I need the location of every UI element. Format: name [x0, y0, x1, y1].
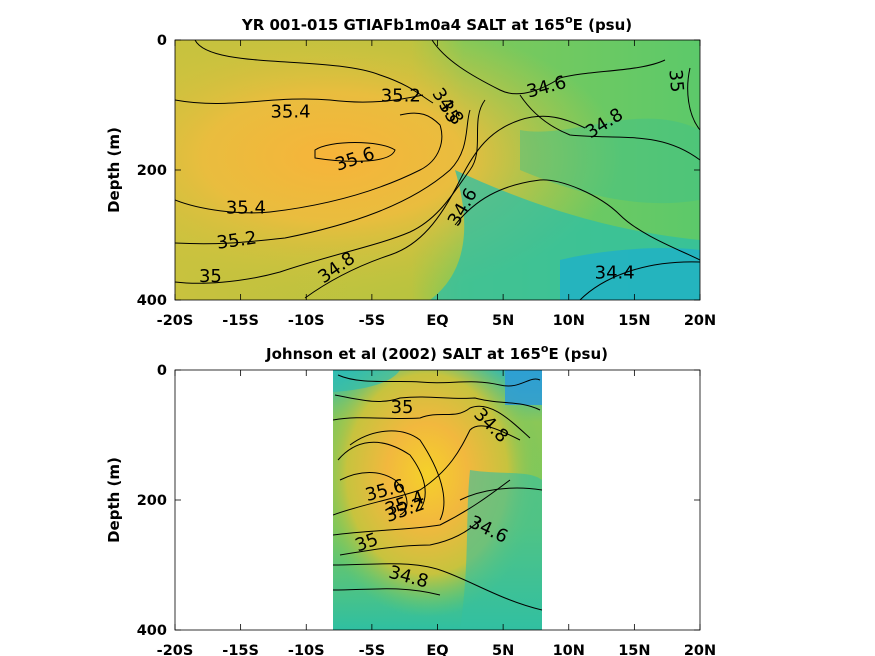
contour-line: [687, 67, 700, 131]
contour-line: [339, 472, 408, 516]
bottom-axis-ticks: -20S -15S -10S -5S EQ 5N 10N 15N 20N 0 200 400: [137, 363, 716, 656]
x-tick-label: 5N: [492, 643, 514, 656]
contour-line: [333, 405, 531, 439]
top-panel: YR 001-015 GTIAFb1m0a4 SALT at 165oE (ps…: [105, 13, 716, 329]
bottom-y-axis-label: Depth (m): [105, 457, 123, 543]
contour-label: 35.4: [270, 102, 310, 123]
contour-line: [339, 519, 481, 556]
contour-line: [304, 115, 586, 299]
x-tick-label: EQ: [426, 643, 448, 656]
x-tick-label: 20N: [684, 643, 716, 656]
x-tick-label: EQ: [426, 313, 448, 329]
contour-label: 35.4: [226, 198, 266, 219]
x-tick-label: 20N: [684, 313, 716, 329]
contour-line: [454, 179, 700, 261]
contour-label: 35.2: [381, 85, 421, 106]
bottom-field: [333, 370, 542, 630]
top-field: [175, 40, 700, 300]
contour-label: 35: [199, 266, 222, 287]
contour-line: [175, 112, 443, 214]
y-tick-label: 200: [137, 493, 167, 509]
y-tick-label: 0: [157, 33, 167, 49]
x-tick-label: -15S: [222, 313, 259, 329]
contour-line: [579, 261, 700, 300]
x-tick-label: -20S: [157, 643, 194, 656]
x-tick-label: 15N: [618, 643, 650, 656]
top-title: YR 001-015 GTIAFb1m0a4 SALT at 165oE (ps…: [241, 13, 632, 34]
x-tick-label: -10S: [288, 643, 325, 656]
bottom-panel: Johnson et al (2002) SALT at 165oE (psu)…: [105, 342, 716, 656]
y-tick-label: 0: [157, 363, 167, 379]
contour-line: [333, 425, 521, 516]
contour-label: 34.4: [595, 263, 635, 284]
x-tick-label: -5S: [359, 313, 386, 329]
x-tick-label: -15S: [222, 643, 259, 656]
contour-line: [459, 487, 542, 501]
bottom-title: Johnson et al (2002) SALT at 165oE (psu): [265, 342, 608, 363]
x-tick-label: 5N: [492, 313, 514, 329]
contour-label: 35: [391, 397, 414, 418]
y-tick-label: 400: [137, 623, 167, 639]
x-tick-label: 10N: [553, 643, 585, 656]
contour-line: [337, 374, 541, 387]
x-tick-label: 10N: [553, 313, 585, 329]
contour-line: [519, 94, 700, 161]
contour-line: [333, 479, 511, 536]
top-y-axis-label: Depth (m): [105, 127, 123, 213]
x-tick-label: 15N: [618, 313, 650, 329]
y-tick-label: 200: [137, 163, 167, 179]
contour-line: [349, 430, 445, 521]
contour-label: 35: [664, 69, 687, 94]
contour-line: [314, 142, 396, 162]
x-tick-label: -20S: [157, 313, 194, 329]
x-tick-label: -5S: [359, 643, 386, 656]
contour-line: [337, 441, 426, 511]
contour-line: [175, 94, 424, 104]
contour-line: [333, 563, 542, 611]
contour-line: [431, 40, 666, 95]
y-tick-label: 400: [137, 293, 167, 309]
contour-line: [175, 99, 486, 284]
top-axis-ticks: -20S -15S -10S -5S EQ 5N 10N 15N 20N 0 200 400: [137, 33, 716, 329]
x-tick-label: -10S: [288, 313, 325, 329]
contour-line: [333, 588, 441, 596]
contour-line: [175, 109, 471, 245]
contour-line: [334, 394, 541, 411]
contour-line: [194, 40, 434, 104]
